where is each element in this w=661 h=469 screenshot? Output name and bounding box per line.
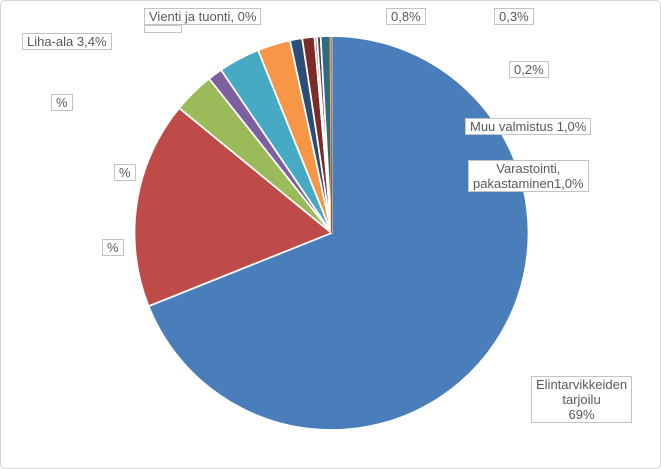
chart-label-unknown-purple: % — [114, 164, 136, 181]
chart-label-elintarvikkeiden-tarjoilu: Elintarvikkeiden tarjoilu 69% — [531, 376, 633, 423]
chart-label-vienti-ja-tuonti: Vienti ja tuonti, 0% — [144, 8, 262, 25]
chart-label-muu-valmistus: Muu valmistus 1,0% — [465, 118, 592, 135]
chart-label-varastointi-pakastaminen: Varastointi, pakastaminen1,0% — [468, 160, 589, 192]
chart-label-pieni-02: 0,2% — [509, 61, 549, 78]
chart-label-unknown-red: % — [102, 239, 124, 256]
chart-label-liha-ala: Liha-ala 3,4% — [22, 33, 112, 50]
pie-slice-unknown-red — [133, 107, 333, 307]
chart-label-unknown-orange — [144, 25, 182, 33]
chart-label-unknown-cyan: % — [51, 94, 73, 111]
pie-slice-pieni-08 — [319, 35, 333, 234]
chart-label-pieni-03: 0,3% — [494, 8, 534, 25]
pie-slice-elintarvikkeiden-tarjoilu — [147, 35, 530, 431]
chart-label-pieni-08: 0,8% — [386, 8, 426, 25]
